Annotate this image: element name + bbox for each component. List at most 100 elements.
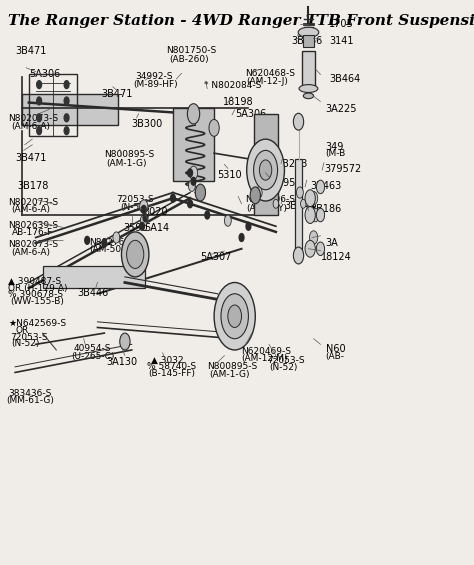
Text: 3B463: 3B463 — [310, 181, 341, 192]
Text: 3B471: 3B471 — [101, 89, 132, 98]
Text: 3A: 3A — [326, 237, 338, 247]
Text: N802073-S: N802073-S — [8, 114, 58, 123]
Text: 379572: 379572 — [324, 164, 361, 175]
Text: ▲ 390487-S: ▲ 390487-S — [8, 277, 61, 286]
Circle shape — [36, 114, 42, 121]
Text: N802073-S: N802073-S — [8, 240, 58, 249]
Text: 5A14: 5A14 — [144, 224, 169, 233]
Text: (N-52): (N-52) — [120, 203, 148, 212]
Circle shape — [36, 127, 42, 134]
Text: 40954-S: 40954-S — [73, 344, 111, 353]
Text: (MM-61-G): (MM-61-G) — [7, 396, 55, 405]
Text: 3B244: 3B244 — [284, 201, 316, 211]
Text: 18198: 18198 — [223, 97, 253, 107]
Text: AB-176-F: AB-176-F — [12, 228, 53, 237]
Text: N800895-S: N800895-S — [207, 362, 257, 371]
Text: * N802084-S: * N802084-S — [204, 81, 261, 90]
Text: 3B471: 3B471 — [15, 46, 46, 57]
Circle shape — [228, 305, 242, 328]
Circle shape — [190, 166, 198, 180]
Circle shape — [246, 223, 251, 230]
Circle shape — [305, 190, 315, 207]
Text: (M-B: (M-B — [326, 149, 346, 158]
Text: ▲ 3032: ▲ 3032 — [151, 355, 183, 364]
Text: (N-52): (N-52) — [269, 363, 297, 372]
Circle shape — [121, 232, 149, 277]
Circle shape — [250, 187, 260, 204]
Text: 383436-S: 383436-S — [8, 389, 52, 398]
Ellipse shape — [303, 93, 314, 99]
Circle shape — [120, 333, 130, 350]
Circle shape — [143, 214, 148, 222]
Text: 5A307: 5A307 — [201, 251, 232, 262]
Text: N620468-S: N620468-S — [245, 69, 295, 78]
Circle shape — [127, 240, 144, 268]
Circle shape — [188, 169, 192, 177]
Text: 3B178: 3B178 — [17, 181, 48, 192]
Text: 5310: 5310 — [218, 170, 242, 180]
Circle shape — [254, 150, 278, 190]
Circle shape — [188, 200, 192, 208]
Circle shape — [301, 199, 306, 208]
Text: (AM-50-X): (AM-50-X) — [89, 245, 133, 254]
Text: (AX-18-Y): (AX-18-Y) — [246, 204, 288, 213]
Text: 3B466: 3B466 — [292, 36, 323, 46]
Text: % 58740-S: % 58740-S — [147, 362, 196, 371]
Ellipse shape — [299, 85, 318, 93]
FancyBboxPatch shape — [302, 35, 314, 47]
Text: The Ranger Station - 4WD Ranger TTB Front Suspension: The Ranger Station - 4WD Ranger TTB Fron… — [8, 14, 474, 28]
Text: 34992-S: 34992-S — [135, 72, 173, 81]
Text: 3B095: 3B095 — [264, 179, 295, 189]
Text: (M-89-HF): (M-89-HF) — [134, 80, 178, 89]
Circle shape — [246, 139, 284, 201]
Circle shape — [239, 233, 244, 241]
FancyBboxPatch shape — [254, 114, 278, 215]
Text: (AB-260): (AB-260) — [170, 55, 209, 64]
Text: N802764-S: N802764-S — [89, 237, 139, 246]
Circle shape — [195, 184, 206, 201]
Text: N802073-S: N802073-S — [8, 198, 58, 207]
Text: (AM-6-A): (AM-6-A) — [12, 247, 51, 257]
Text: (AM-12-J): (AM-12-J) — [246, 77, 289, 86]
Text: 1705: 1705 — [329, 19, 354, 29]
Circle shape — [259, 160, 272, 180]
Text: 5A306: 5A306 — [235, 110, 266, 119]
Text: OR: OR — [15, 326, 28, 335]
Circle shape — [188, 180, 195, 192]
Circle shape — [255, 187, 262, 198]
Circle shape — [102, 239, 107, 247]
Text: N620469-S: N620469-S — [242, 347, 292, 356]
Text: (AM-1-G): (AM-1-G) — [106, 159, 146, 168]
FancyBboxPatch shape — [22, 94, 118, 125]
Circle shape — [209, 119, 219, 136]
Text: 3590: 3590 — [123, 224, 148, 233]
Text: ★N642569-S: ★N642569-S — [8, 319, 66, 328]
Text: N801750-S: N801750-S — [166, 46, 216, 55]
Circle shape — [316, 208, 325, 222]
Text: 349: 349 — [326, 142, 344, 152]
Text: N60: N60 — [326, 344, 345, 354]
Circle shape — [310, 192, 318, 205]
Circle shape — [64, 81, 69, 89]
Text: (WW-155-B): (WW-155-B) — [10, 297, 64, 306]
Text: N802406-S: N802406-S — [245, 195, 295, 205]
Text: % 390678-S: % 390678-S — [8, 290, 63, 299]
Circle shape — [64, 127, 69, 134]
Text: 72053-S: 72053-S — [10, 333, 47, 341]
Text: N800895-S: N800895-S — [104, 150, 155, 159]
Circle shape — [191, 177, 196, 185]
Circle shape — [305, 240, 315, 257]
Text: 3B186: 3B186 — [310, 204, 341, 214]
Circle shape — [296, 187, 303, 198]
Circle shape — [36, 97, 42, 105]
FancyBboxPatch shape — [43, 266, 146, 288]
Circle shape — [140, 200, 148, 214]
Text: 72053-S: 72053-S — [267, 355, 305, 364]
Circle shape — [36, 81, 42, 89]
Circle shape — [187, 104, 200, 124]
Circle shape — [171, 194, 175, 202]
FancyBboxPatch shape — [295, 159, 302, 249]
FancyBboxPatch shape — [173, 108, 214, 181]
Text: 72053-S: 72053-S — [116, 195, 154, 205]
Text: 3B300: 3B300 — [132, 119, 163, 129]
